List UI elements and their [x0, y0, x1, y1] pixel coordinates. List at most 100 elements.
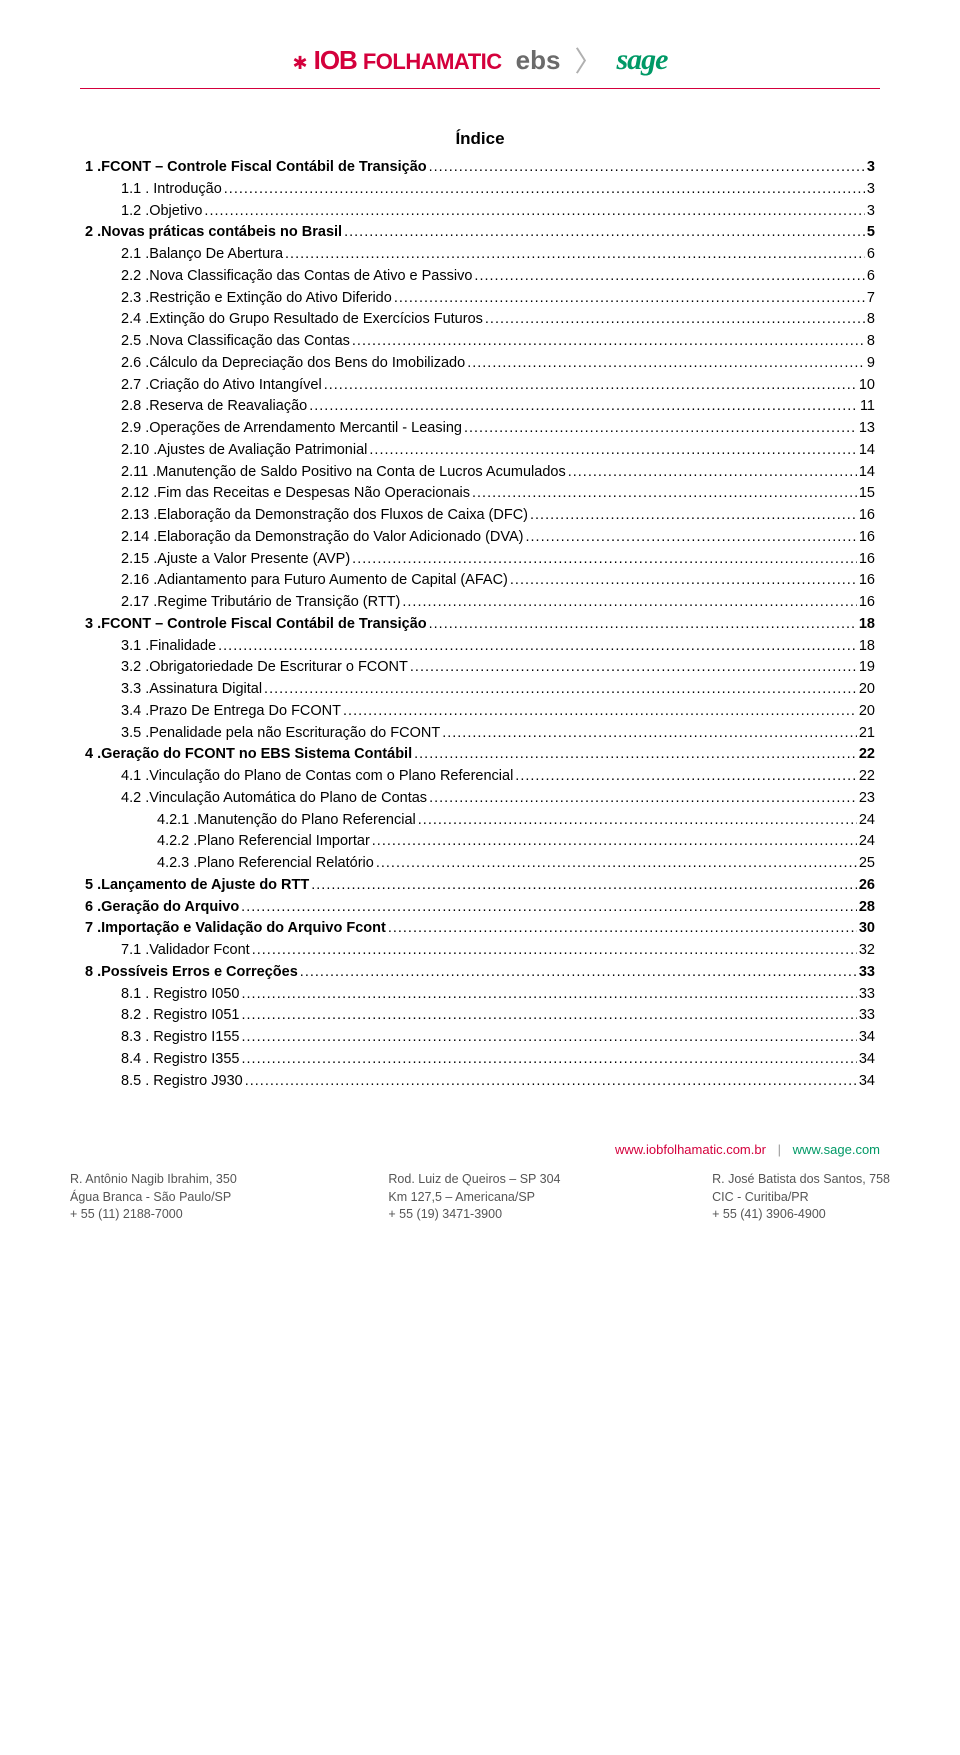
toc-page: 3 [867, 201, 875, 223]
toc-row[interactable]: 2.1 .Balanço De Abertura6 [85, 244, 875, 266]
toc-label: 2.6 .Cálculo da Depreciação dos Bens do … [121, 353, 465, 375]
toc-row[interactable]: 4.2.2 .Plano Referencial Importar24 [85, 831, 875, 853]
toc-label: 3.4 .Prazo De Entrega Do FCONT [121, 701, 341, 723]
toc-label: 8 .Possíveis Erros e Correções [85, 962, 298, 984]
header-logos: ✱ IOB FOLHAMATIC ebs 〉 sage [80, 40, 880, 80]
footer-line: + 55 (11) 2188-7000 [70, 1206, 237, 1224]
footer-link-iob[interactable]: www.iobfolhamatic.com.br [615, 1142, 766, 1157]
toc-row[interactable]: 2.13 .Elaboração da Demonstração dos Flu… [85, 505, 875, 527]
toc-row[interactable]: 1.1 . Introdução3 [85, 179, 875, 201]
toc-page: 9 [867, 353, 875, 375]
toc-page: 18 [859, 614, 875, 636]
footer-links: www.iobfolhamatic.com.br | www.sage.com [70, 1142, 890, 1157]
toc-row[interactable]: 2.7 .Criação do Ativo Intangível10 [85, 375, 875, 397]
toc-row[interactable]: 7 .Importação e Validação do Arquivo Fco… [85, 918, 875, 940]
toc-text: .Novas práticas contábeis no Brasil [97, 224, 342, 240]
toc-row[interactable]: 2.6 .Cálculo da Depreciação dos Bens do … [85, 353, 875, 375]
toc-leader-dots [252, 940, 857, 962]
toc-leader-dots [324, 375, 857, 397]
toc-number: 4.2 [121, 790, 145, 806]
toc-row[interactable]: 2.5 .Nova Classificação das Contas8 [85, 331, 875, 353]
toc-label: 2.13 .Elaboração da Demonstração dos Flu… [121, 505, 528, 527]
toc-row[interactable]: 2.11 .Manutenção de Saldo Positivo na Co… [85, 462, 875, 484]
toc-row[interactable]: 5 .Lançamento de Ajuste do RTT26 [85, 875, 875, 897]
toc-label: 8.5 . Registro J930 [121, 1071, 243, 1093]
footer-line: + 55 (41) 3906-4900 [712, 1206, 890, 1224]
toc-row[interactable]: 4 .Geração do FCONT no EBS Sistema Contá… [85, 744, 875, 766]
toc-page: 19 [859, 657, 875, 679]
toc-row[interactable]: 2.8 .Reserva de Reavaliação11 [85, 396, 875, 418]
toc-text: .Operações de Arrendamento Mercantil - L… [145, 420, 462, 436]
toc-page: 22 [859, 766, 875, 788]
toc-row[interactable]: 4.2 .Vinculação Automática do Plano de C… [85, 788, 875, 810]
toc-leader-dots [352, 549, 857, 571]
toc-page: 28 [859, 897, 875, 919]
toc-label: 2.1 .Balanço De Abertura [121, 244, 283, 266]
toc-row[interactable]: 4.1 .Vinculação do Plano de Contas com o… [85, 766, 875, 788]
toc-leader-dots [204, 201, 865, 223]
toc-row[interactable]: 2.10 .Ajustes de Avaliação Patrimonial14 [85, 440, 875, 462]
toc-row[interactable]: 1 .FCONT – Controle Fiscal Contábil de T… [85, 157, 875, 179]
toc-text: .Lançamento de Ajuste do RTT [97, 877, 309, 893]
toc-row[interactable]: 2 .Novas práticas contábeis no Brasil5 [85, 222, 875, 244]
toc-row[interactable]: 8 .Possíveis Erros e Correções33 [85, 962, 875, 984]
toc-text: .Vinculação Automática do Plano de Conta… [145, 790, 427, 806]
toc-label: 7.1 .Validador Fcont [121, 940, 250, 962]
footer-link-sage[interactable]: www.sage.com [793, 1142, 880, 1157]
toc-row[interactable]: 8.1 . Registro I05033 [85, 984, 875, 1006]
toc-row[interactable]: 2.12 .Fim das Receitas e Despesas Não Op… [85, 483, 875, 505]
toc-text: .Finalidade [145, 638, 216, 654]
toc-row[interactable]: 8.2 . Registro I05133 [85, 1005, 875, 1027]
toc-row[interactable]: 2.14 .Elaboração da Demonstração do Valo… [85, 527, 875, 549]
toc-number: 1.1 [121, 181, 145, 197]
toc-page: 16 [859, 570, 875, 592]
toc-row[interactable]: 7.1 .Validador Fcont32 [85, 940, 875, 962]
toc-row[interactable]: 4.2.1 .Manutenção do Plano Referencial24 [85, 810, 875, 832]
toc-row[interactable]: 3 .FCONT – Controle Fiscal Contábil de T… [85, 614, 875, 636]
footer-line: Água Branca - São Paulo/SP [70, 1189, 237, 1207]
toc-row[interactable]: 3.2 .Obrigatoriedade De Escriturar o FCO… [85, 657, 875, 679]
toc-row[interactable]: 6 .Geração do Arquivo28 [85, 897, 875, 919]
toc-row[interactable]: 3.1 .Finalidade18 [85, 636, 875, 658]
toc-number: 5 [85, 877, 97, 893]
toc-row[interactable]: 2.9 .Operações de Arrendamento Mercantil… [85, 418, 875, 440]
footer-line: R. Antônio Nagib Ibrahim, 350 [70, 1171, 237, 1189]
toc-page: 18 [859, 636, 875, 658]
toc-leader-dots [472, 483, 857, 505]
toc-row[interactable]: 2.2 .Nova Classificação das Contas de At… [85, 266, 875, 288]
toc-label: 8.1 . Registro I050 [121, 984, 240, 1006]
toc-row[interactable]: 8.4 . Registro I35534 [85, 1049, 875, 1071]
toc-row[interactable]: 2.17 .Regime Tributário de Transição (RT… [85, 592, 875, 614]
toc-leader-dots [485, 309, 865, 331]
toc-row[interactable]: 1.2 .Objetivo3 [85, 201, 875, 223]
toc-row[interactable]: 8.5 . Registro J93034 [85, 1071, 875, 1093]
toc-page: 33 [859, 1005, 875, 1027]
toc-row[interactable]: 3.5 .Penalidade pela não Escrituração do… [85, 723, 875, 745]
toc-row[interactable]: 2.15 .Ajuste a Valor Presente (AVP)16 [85, 549, 875, 571]
toc-text: .Reserva de Reavaliação [145, 398, 307, 414]
toc-row[interactable]: 2.3 .Restrição e Extinção do Ativo Difer… [85, 288, 875, 310]
logo-ebs: ebs [516, 45, 561, 76]
toc-label: 2.17 .Regime Tributário de Transição (RT… [121, 592, 400, 614]
toc-row[interactable]: 8.3 . Registro I15534 [85, 1027, 875, 1049]
toc-text: .Manutenção de Saldo Positivo na Conta d… [152, 464, 566, 480]
toc-row[interactable]: 3.3 .Assinatura Digital20 [85, 679, 875, 701]
toc-label: 4.2.3 .Plano Referencial Relatório [157, 853, 374, 875]
toc-label: 2 .Novas práticas contábeis no Brasil [85, 222, 342, 244]
toc-text: .Fim das Receitas e Despesas Não Operaci… [153, 485, 470, 501]
toc-row[interactable]: 2.4 .Extinção do Grupo Resultado de Exer… [85, 309, 875, 331]
footer-line: Rod. Luiz de Queiros – SP 304 [388, 1171, 560, 1189]
toc-text: .Adiantamento para Futuro Aumento de Cap… [153, 572, 508, 588]
toc-page: 24 [859, 810, 875, 832]
toc-text: . Registro J930 [145, 1073, 243, 1089]
toc-label: 3.5 .Penalidade pela não Escrituração do… [121, 723, 440, 745]
toc-label: 2.15 .Ajuste a Valor Presente (AVP) [121, 549, 350, 571]
toc-leader-dots [474, 266, 865, 288]
toc-text: .Extinção do Grupo Resultado de Exercíci… [145, 311, 483, 327]
toc-page: 23 [859, 788, 875, 810]
toc-text: . Registro I051 [145, 1007, 239, 1023]
toc-row[interactable]: 2.16 .Adiantamento para Futuro Aumento d… [85, 570, 875, 592]
toc-row[interactable]: 3.4 .Prazo De Entrega Do FCONT20 [85, 701, 875, 723]
toc-row[interactable]: 4.2.3 .Plano Referencial Relatório25 [85, 853, 875, 875]
toc-page: 6 [867, 266, 875, 288]
